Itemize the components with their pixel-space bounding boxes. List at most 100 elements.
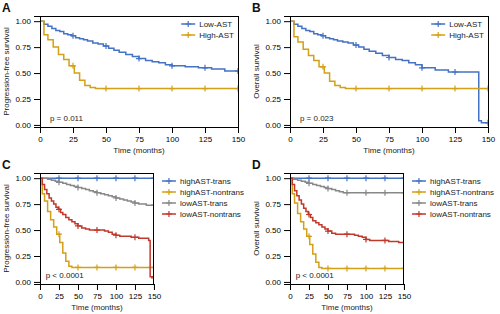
- x-tick: 0: [288, 127, 293, 144]
- km-curve: [290, 21, 488, 123]
- x-tick: 150: [232, 127, 246, 144]
- censor-mark: [325, 228, 331, 234]
- censor-mark: [56, 179, 62, 185]
- censor-mark: [344, 231, 350, 237]
- censor-mark: [344, 190, 350, 196]
- x-tick-label: 150: [482, 135, 496, 144]
- x-tick: 0: [288, 284, 293, 301]
- x-axis-title: Time (months): [113, 146, 165, 155]
- legend-label: highAST-trans: [180, 177, 231, 186]
- censor-mark: [113, 232, 119, 238]
- plot: 02550751001251500.000.250.500.751.00p = …: [15, 16, 245, 144]
- censor-mark: [386, 86, 392, 92]
- x-tick-label: 75: [135, 135, 144, 144]
- x-axis-line: [291, 285, 405, 291]
- y-tick-label: 0.00: [265, 278, 281, 287]
- y-tick-mark: [284, 99, 290, 100]
- y-tick-label: 0.00: [15, 121, 31, 130]
- x-tick: 50: [352, 127, 361, 144]
- x-tick-mark: [488, 127, 489, 133]
- x-tick: 125: [379, 284, 393, 301]
- y-tick-mark: [284, 256, 290, 257]
- x-tick-label: 100: [166, 135, 180, 144]
- x-tick: 25: [305, 284, 314, 301]
- y-tick-label: 0.50: [265, 226, 281, 235]
- y-tick: 0.50: [265, 226, 290, 235]
- panel-title: A: [2, 1, 11, 15]
- censor-mark: [136, 86, 142, 92]
- y-tick-label: 0.25: [265, 252, 281, 261]
- plot: 02550751001251500.000.250.500.751.00p < …: [265, 173, 411, 301]
- y-tick-mark: [34, 256, 40, 257]
- censor-mark: [70, 33, 76, 39]
- x-tick: 75: [343, 284, 352, 301]
- x-tick-label: 0: [38, 292, 43, 301]
- censor-mark: [113, 195, 119, 201]
- y-tick-label: 0.75: [15, 200, 31, 209]
- y-tick-mark: [34, 282, 40, 283]
- plot-area: [40, 175, 154, 281]
- panel: 02550751001251500.000.250.500.751.00p = …: [252, 1, 496, 155]
- annotation: p = 0.011: [50, 114, 84, 123]
- legend-marker: [416, 189, 422, 195]
- plot-area: [40, 21, 238, 91]
- x-tick-mark: [73, 127, 74, 133]
- y-axis: 0.000.250.500.751.00: [265, 174, 290, 287]
- y-tick: 0.25: [15, 252, 40, 261]
- y-tick-label: 0.00: [265, 121, 281, 130]
- y-tick: 0.50: [15, 226, 40, 235]
- legend-marker: [416, 200, 422, 206]
- y-tick: 0.75: [15, 43, 40, 52]
- x-tick: 100: [166, 127, 180, 144]
- panel: 02550751001251500.000.250.500.751.00p = …: [2, 1, 246, 155]
- y-tick: 0.25: [15, 95, 40, 104]
- y-tick-mark: [284, 47, 290, 48]
- y-tick-label: 1.00: [15, 17, 31, 26]
- x-tick: 25: [319, 127, 328, 144]
- x-tick-mark: [154, 284, 155, 290]
- legend-marker: [185, 21, 191, 27]
- panel: 02550751001251500.000.250.500.751.00p < …: [2, 158, 244, 312]
- km-curve: [290, 178, 404, 242]
- x-tick-label: 50: [102, 135, 111, 144]
- x-tick-mark: [205, 127, 206, 133]
- y-tick-mark: [34, 204, 40, 205]
- x-axis-title: Time (months): [321, 303, 373, 312]
- x-tick-mark: [78, 284, 79, 290]
- y-tick: 0.50: [15, 69, 40, 78]
- censor-mark: [136, 56, 142, 62]
- censor-mark: [306, 180, 312, 186]
- legend: highAST-transhighAST-nontranslowAST-tran…: [162, 177, 244, 219]
- y-axis: 0.000.250.500.751.00: [265, 17, 290, 130]
- y-tick-mark: [34, 47, 40, 48]
- y-tick-label: 0.50: [15, 226, 31, 235]
- x-tick: 75: [385, 127, 394, 144]
- y-tick-label: 0.75: [265, 200, 281, 209]
- x-tick-mark: [455, 127, 456, 133]
- censor-mark: [363, 236, 369, 242]
- x-tick-label: 75: [93, 292, 102, 301]
- censor-mark: [113, 264, 119, 270]
- annotation: p = 0.023: [300, 114, 334, 123]
- x-tick: 25: [55, 284, 64, 301]
- censor-mark: [452, 69, 458, 75]
- y-tick-label: 0.50: [15, 69, 31, 78]
- x-tick-mark: [309, 284, 310, 290]
- x-tick: 150: [482, 127, 496, 144]
- x-axis-line: [291, 128, 489, 134]
- censor-mark: [306, 175, 312, 181]
- legend-label: highAST-nontrans: [180, 188, 244, 197]
- y-tick-mark: [284, 204, 290, 205]
- censor-mark: [363, 175, 369, 181]
- censor-mark: [344, 175, 350, 181]
- km-curve: [290, 21, 488, 88]
- x-tick-mark: [116, 284, 117, 290]
- legend: Low-ASTHigh-AST: [431, 20, 484, 40]
- x-tick: 100: [360, 284, 374, 301]
- legend-entry: lowAST-nontrans: [412, 210, 491, 219]
- y-tick-mark: [34, 230, 40, 231]
- x-tick-label: 150: [148, 292, 162, 301]
- legend-marker: [416, 211, 422, 217]
- censor-mark: [353, 86, 359, 92]
- legend-label: lowAST-nontrans: [180, 210, 241, 219]
